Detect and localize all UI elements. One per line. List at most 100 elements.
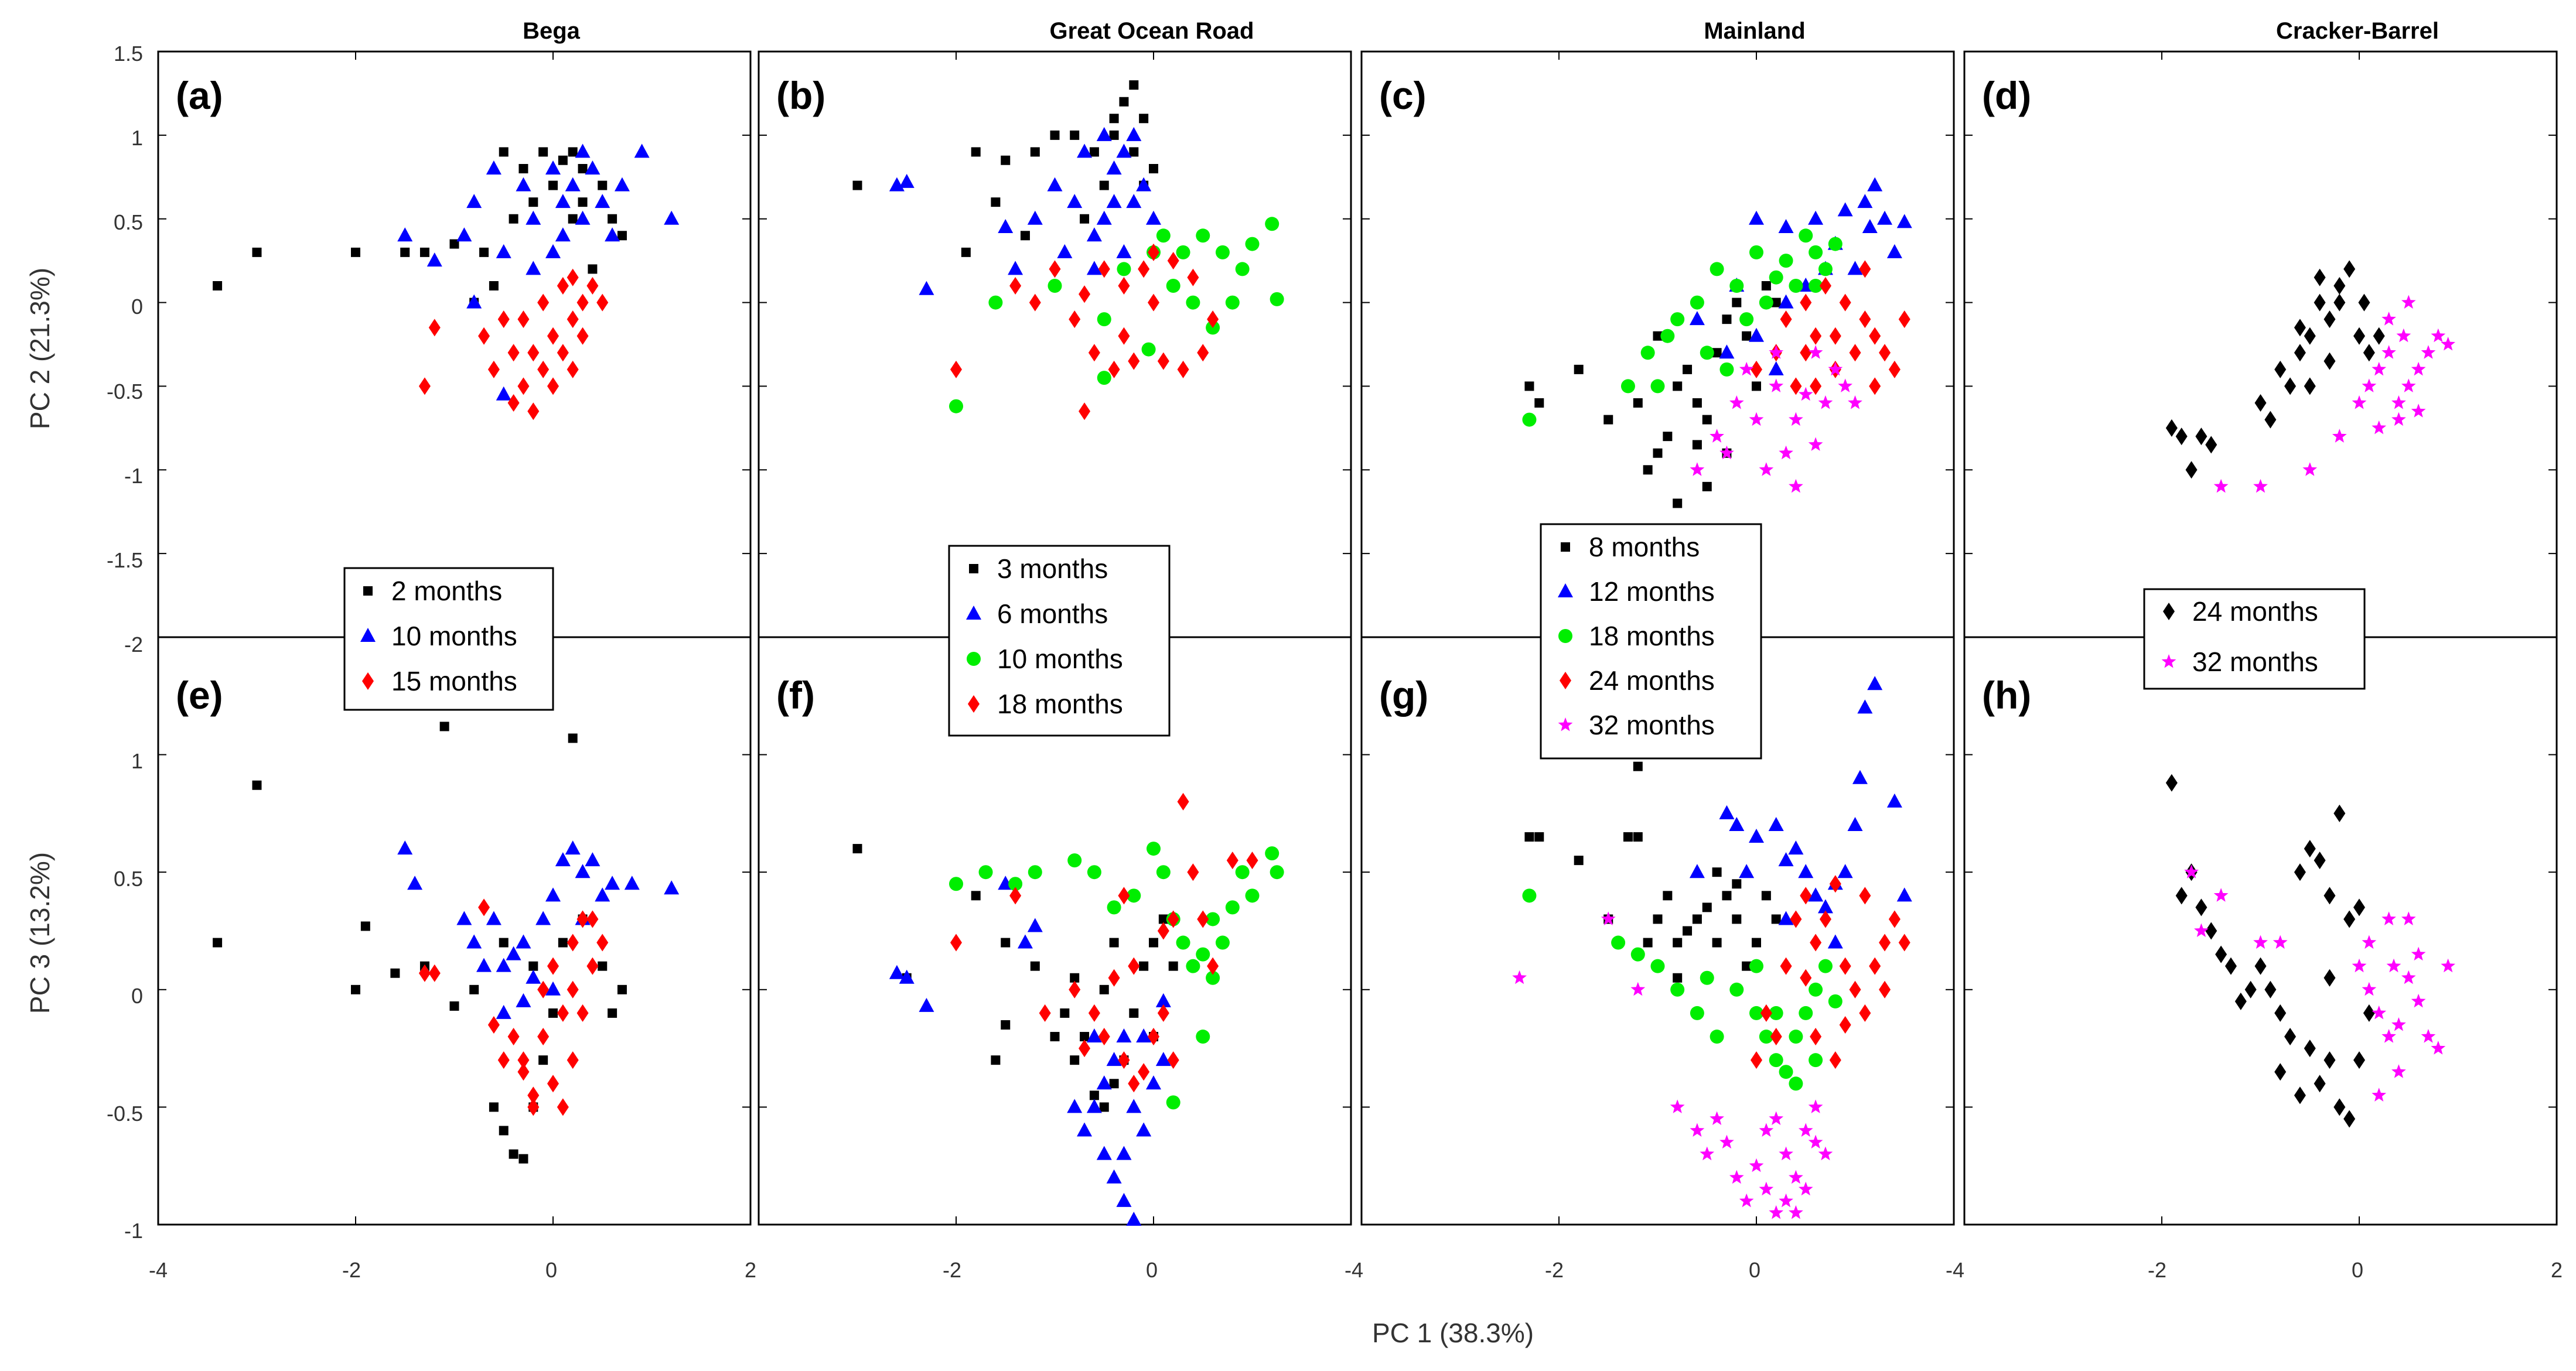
data-point bbox=[1710, 262, 1724, 276]
data-point bbox=[1761, 281, 1771, 290]
data-point bbox=[1246, 852, 1258, 870]
data-point bbox=[2381, 345, 2396, 359]
data-point bbox=[537, 293, 550, 312]
data-point bbox=[1749, 210, 1764, 225]
data-point bbox=[1789, 279, 1803, 293]
data-point bbox=[1156, 865, 1171, 880]
data-point bbox=[1109, 130, 1119, 140]
data-point bbox=[605, 227, 620, 242]
data-point bbox=[1069, 310, 1081, 329]
data-point bbox=[517, 377, 530, 395]
data-point bbox=[1106, 194, 1122, 208]
legend-marker-shape bbox=[966, 606, 981, 620]
data-point bbox=[1769, 1111, 1784, 1125]
data-point bbox=[518, 1154, 528, 1164]
data-point bbox=[1839, 957, 1851, 975]
data-point bbox=[1116, 1192, 1132, 1207]
data-point bbox=[1096, 1075, 1112, 1090]
data-point bbox=[1732, 879, 1742, 889]
data-point bbox=[1070, 130, 1080, 140]
data-point bbox=[1790, 377, 1802, 395]
data-point bbox=[1828, 361, 1843, 376]
data-point bbox=[1099, 1102, 1109, 1112]
panel-points bbox=[852, 80, 1284, 420]
data-point bbox=[1789, 1170, 1803, 1184]
data-point bbox=[575, 864, 591, 878]
data-point bbox=[2396, 328, 2411, 343]
data-point bbox=[961, 247, 971, 257]
data-point bbox=[2165, 774, 2178, 792]
data-point bbox=[466, 294, 482, 309]
data-point bbox=[1215, 245, 1230, 259]
data-point bbox=[852, 844, 862, 854]
data-point bbox=[1129, 1008, 1139, 1018]
data-point bbox=[2274, 1063, 2287, 1081]
data-point bbox=[2284, 377, 2297, 395]
data-point bbox=[1196, 947, 1210, 962]
legend-marker bbox=[363, 586, 373, 596]
data-point bbox=[528, 197, 538, 207]
data-point bbox=[1800, 293, 1812, 312]
data-point bbox=[1088, 1004, 1100, 1022]
data-point bbox=[1837, 864, 1853, 878]
data-point bbox=[407, 876, 423, 890]
data-point bbox=[1225, 295, 1240, 310]
data-point bbox=[252, 247, 262, 257]
data-point bbox=[2323, 352, 2336, 370]
data-point bbox=[1522, 888, 1537, 903]
data-point bbox=[1017, 934, 1033, 949]
data-point bbox=[1719, 344, 1735, 359]
data-point bbox=[1886, 793, 1902, 808]
legend-marker-shape bbox=[1560, 672, 1571, 689]
data-point bbox=[1118, 887, 1130, 905]
data-point bbox=[1673, 381, 1683, 391]
data-point bbox=[1086, 261, 1102, 275]
data-point bbox=[499, 938, 509, 948]
data-point bbox=[1177, 792, 1189, 811]
data-point bbox=[1729, 279, 1744, 293]
data-point bbox=[1206, 912, 1220, 926]
data-point bbox=[1512, 970, 1527, 984]
y-tick-label: 1 bbox=[131, 749, 143, 773]
data-point bbox=[1819, 277, 1831, 295]
data-point bbox=[1759, 1030, 1773, 1044]
legend-entry: 24 months bbox=[1589, 665, 1715, 696]
y-ticks-top: 1.5 1 0.5 0 -0.5 -1 -1.5 -2 bbox=[107, 42, 143, 657]
data-point bbox=[528, 961, 538, 971]
data-point bbox=[991, 1055, 1001, 1065]
data-point bbox=[558, 938, 568, 948]
data-point bbox=[2373, 327, 2385, 345]
data-point bbox=[2314, 268, 2326, 286]
data-point bbox=[586, 957, 599, 975]
panel-points bbox=[852, 792, 1284, 1226]
data-point bbox=[1769, 1006, 1783, 1020]
data-point bbox=[1749, 1158, 1764, 1172]
data-point bbox=[1759, 462, 1774, 476]
data-point bbox=[548, 180, 558, 190]
data-point bbox=[1789, 1076, 1803, 1091]
data-point bbox=[1166, 1095, 1180, 1110]
data-point bbox=[2441, 337, 2455, 351]
data-point bbox=[2362, 378, 2377, 392]
data-point bbox=[449, 1001, 459, 1011]
data-point bbox=[1157, 1004, 1169, 1022]
data-point bbox=[1099, 180, 1109, 190]
data-point bbox=[1107, 900, 1121, 915]
data-point bbox=[2333, 293, 2346, 312]
data-point bbox=[557, 1004, 569, 1022]
data-point bbox=[1270, 865, 1284, 880]
data-point bbox=[2372, 420, 2387, 435]
data-point bbox=[598, 180, 608, 190]
data-point bbox=[1808, 887, 1824, 902]
data-point bbox=[1712, 348, 1722, 358]
data-point bbox=[1116, 143, 1132, 158]
data-point bbox=[497, 1051, 510, 1069]
data-point bbox=[1187, 863, 1199, 881]
data-point bbox=[1663, 432, 1673, 442]
legend-marker bbox=[967, 652, 981, 666]
data-point bbox=[2184, 864, 2199, 878]
data-point bbox=[1670, 312, 1685, 327]
data-point bbox=[578, 164, 588, 173]
data-point bbox=[1118, 277, 1130, 295]
data-point bbox=[565, 177, 581, 192]
